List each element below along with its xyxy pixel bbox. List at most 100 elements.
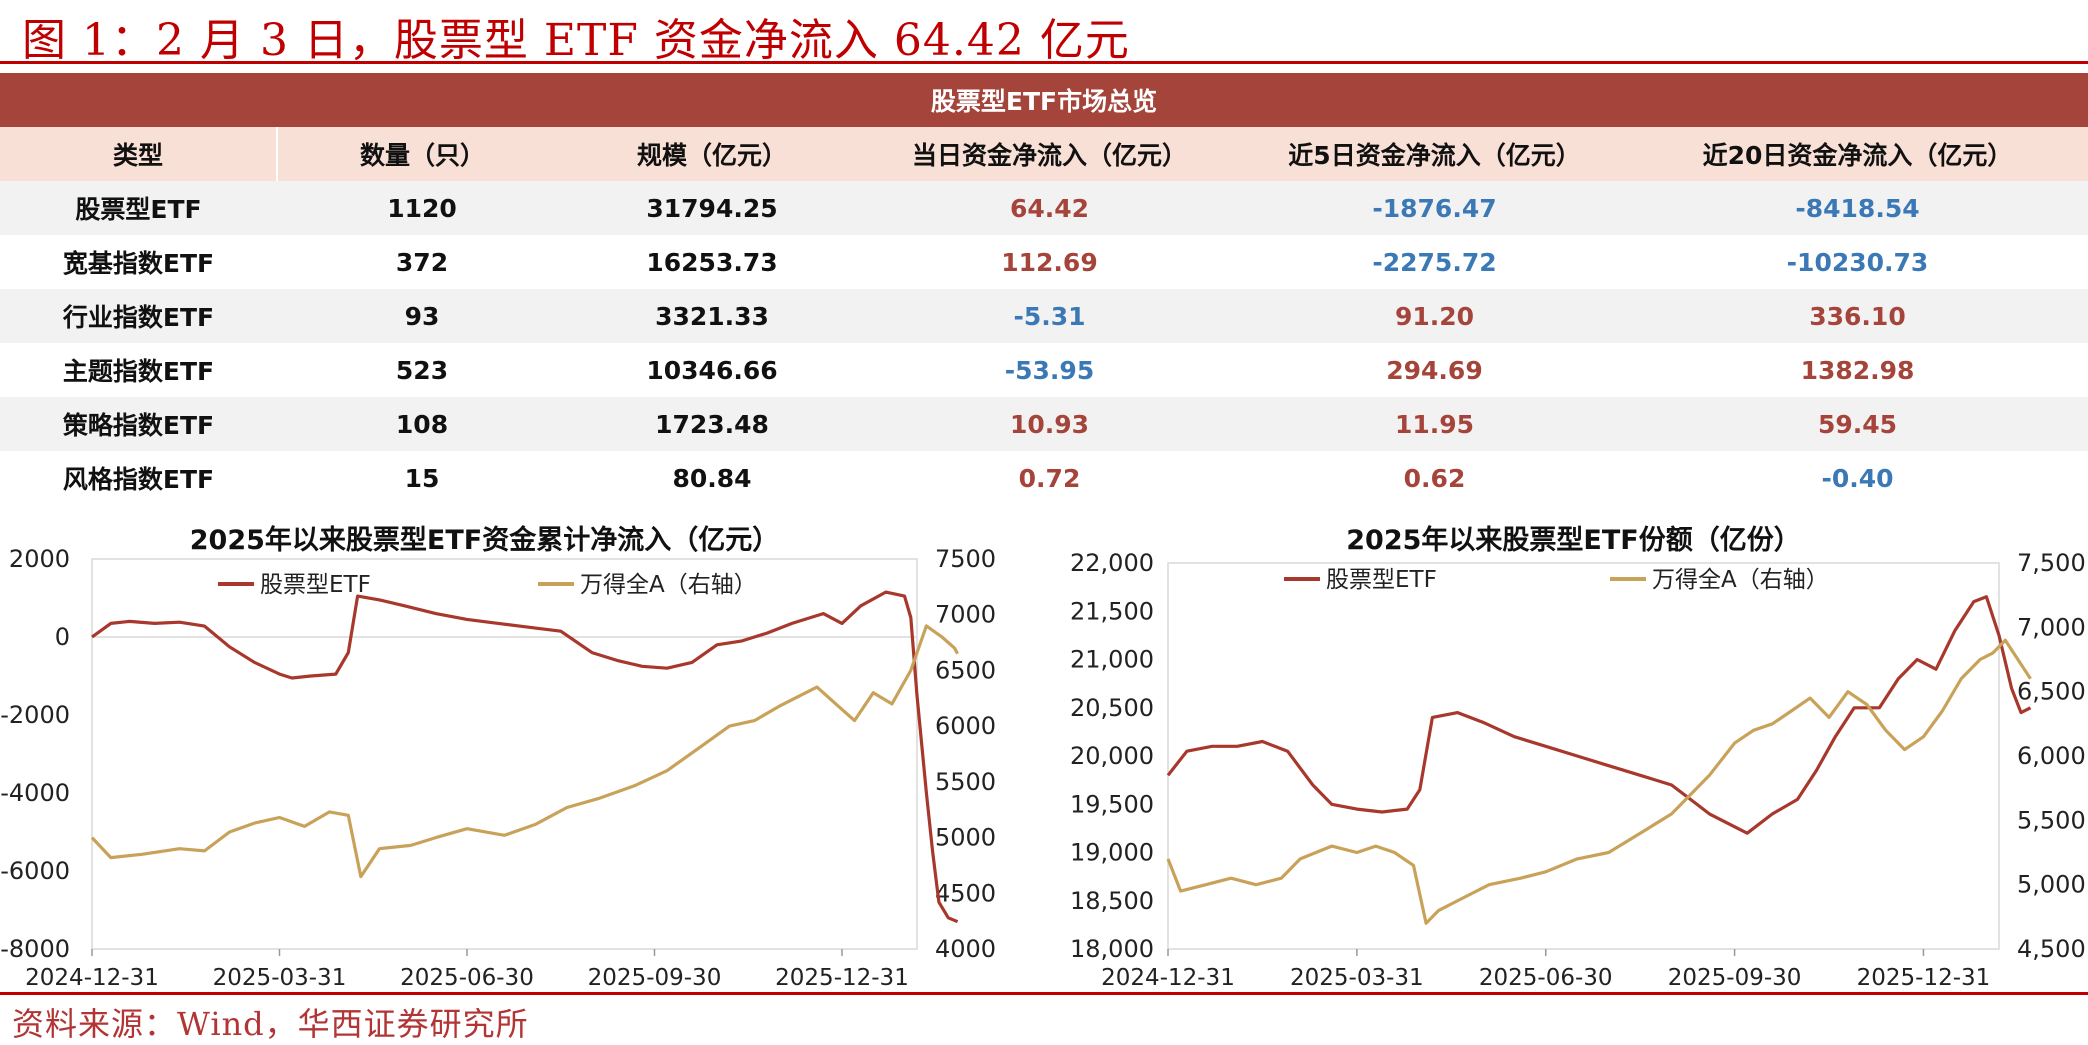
table-cell: 1120 (277, 181, 567, 235)
series-line-etf (1166, 595, 2032, 835)
plot-area (1167, 562, 2000, 950)
y-tick-label: -2000 (0, 701, 70, 729)
table-cell: 31794.25 (567, 181, 857, 235)
y-tick-label: -6000 (0, 857, 70, 885)
y2-tick-label: 4500 (935, 879, 996, 907)
y-tick-label: 0 (55, 623, 70, 651)
table-cell: 294.69 (1386, 355, 1483, 385)
x-tick-label: 2025-09-30 (1668, 965, 1802, 991)
table-cell: 59.45 (1627, 397, 2088, 451)
table-cell: 风格指数ETF (62, 465, 215, 494)
y2-tick-label: 7500 (935, 545, 996, 573)
table-cell: 16253.73 (646, 247, 778, 277)
plot-area (91, 558, 918, 950)
y2-tick-label: 5500 (935, 768, 996, 796)
series-line-wind-all-a (1166, 638, 2032, 925)
table-cell: -0.40 (1821, 463, 1894, 493)
column-header: 数量（只） (277, 127, 567, 181)
y2-tick-label: 6,500 (2017, 678, 2086, 706)
table-cell: 10.93 (857, 397, 1242, 451)
table-cell: 股票型ETF (0, 181, 277, 235)
y2-tick-label: 6,000 (2017, 742, 2086, 770)
table-cell: 93 (277, 289, 567, 343)
table-cell: 372 (395, 247, 449, 277)
y2-tick-label: 7000 (935, 601, 996, 629)
y2-tick-label: 6500 (935, 656, 996, 684)
source-note: 资料来源：Wind，华西证券研究所 (12, 1005, 529, 1043)
x-tick-label: 2025-06-30 (400, 965, 534, 991)
table-cell: 宽基指数ETF (62, 249, 215, 278)
y-tick-label: 18,000 (1070, 935, 1154, 963)
y2-tick-label: 7,000 (2017, 613, 2086, 641)
bottom-rule (0, 992, 2088, 995)
y2-tick-label: 7,500 (2017, 549, 2086, 577)
figure-title: 图 1：2 月 3 日，股票型 ETF 资金净流入 64.42 亿元 (22, 15, 1130, 66)
cumulative-net-inflow-chart: 2025年以来股票型ETF资金累计净流入（亿元） 2000 0 -2000 -4000 -… (0, 524, 996, 991)
y2-tick-label: 5,500 (2017, 806, 2086, 834)
table-cell: 80.84 (672, 463, 752, 493)
legend-label: 万得全A（右轴） (1652, 567, 1829, 593)
x-tick-label: 2025-12-31 (775, 965, 909, 991)
series-line-wind-all-a (90, 624, 959, 879)
table-cell: 1723.48 (567, 397, 857, 451)
table-row: 行业指数ETF 93 3321.33 -5.31 91.20 336.10 (0, 289, 2088, 343)
column-header: 当日资金净流入（亿元） (857, 127, 1242, 181)
x-tick-label: 2025-03-31 (1290, 965, 1424, 991)
y-tick-label: -8000 (0, 935, 70, 963)
series-line-etf (91, 590, 959, 924)
table-cell: -2275.72 (1372, 247, 1497, 277)
y-tick-label: 20,500 (1070, 694, 1154, 722)
table-cell: 3321.33 (567, 289, 857, 343)
y-tick-label: 18,500 (1070, 887, 1154, 915)
y2-tick-label: 5000 (935, 824, 996, 852)
column-header: 规模（亿元） (567, 127, 857, 181)
table-cell: 15 (404, 463, 440, 493)
table-cell: 91.20 (1242, 289, 1627, 343)
y2-tick-label: 6000 (935, 712, 996, 740)
top-rule (0, 61, 2088, 64)
table-caption-row: 股票型ETF市场总览 (0, 73, 2088, 127)
table-header-row: 类型 数量（只） 规模（亿元） 当日资金净流入（亿元） 近5日资金净流入（亿元）… (0, 127, 2088, 181)
table-row: 主题指数ETF 523 10346.66 -53.95 294.69 1382.… (0, 343, 2088, 397)
table-cell: -5.31 (857, 289, 1242, 343)
etf-share-chart: 2025年以来股票型ETF份额（亿份） 22,000 21,500 21,000 20,… (1070, 524, 2086, 991)
y-tick-label: 19,500 (1070, 790, 1154, 818)
column-header: 近5日资金净流入（亿元） (1242, 127, 1627, 181)
y-tick-label: 2000 (9, 545, 70, 573)
legend-label: 万得全A（右轴） (580, 572, 757, 598)
y-tick-label: 21,500 (1070, 597, 1154, 625)
column-header: 近20日资金净流入（亿元） (1627, 127, 2088, 181)
chart-title: 2025年以来股票型ETF份额（亿份） (1346, 524, 1800, 556)
y-tick-label: 21,000 (1070, 646, 1154, 674)
x-tick-label: 2025-09-30 (588, 965, 722, 991)
y-tick-label: -4000 (0, 779, 70, 807)
y-tick-label: 19,000 (1070, 839, 1154, 867)
table-cell: -1876.47 (1242, 181, 1627, 235)
table-cell: 10346.66 (646, 355, 778, 385)
legend-label: 股票型ETF (1326, 567, 1437, 593)
table-cell: 11.95 (1242, 397, 1627, 451)
table-row: 策略指数ETF 108 1723.48 10.93 11.95 59.45 (0, 397, 2088, 451)
x-tick-label: 2024-12-31 (25, 965, 159, 991)
table-cell: 0.72 (1018, 463, 1081, 493)
x-tick-label: 2024-12-31 (1101, 965, 1235, 991)
y-tick-label: 20,000 (1070, 742, 1154, 770)
x-tick-label: 2025-03-31 (213, 965, 347, 991)
overview-table: 股票型ETF市场总览 类型 数量（只） 规模（亿元） 当日资金净流入（亿元） 近… (0, 73, 2088, 505)
chart-title: 2025年以来股票型ETF资金累计净流入（亿元） (190, 524, 779, 556)
table-cell: 523 (395, 355, 449, 385)
x-tick-label: 2025-06-30 (1479, 965, 1613, 991)
table-cell: 108 (277, 397, 567, 451)
table-caption: 股票型ETF市场总览 (0, 73, 2088, 127)
table-cell: 112.69 (1001, 247, 1098, 277)
x-tick-label: 2025-12-31 (1857, 965, 1991, 991)
y2-tick-label: 5,000 (2017, 871, 2086, 899)
column-header: 类型 (0, 127, 278, 181)
table-cell: 336.10 (1627, 289, 2088, 343)
table-cell: 行业指数ETF (0, 289, 277, 343)
table-cell: -53.95 (1004, 355, 1095, 385)
table-cell: 策略指数ETF (0, 397, 277, 451)
table-cell: -10230.73 (1786, 247, 1929, 277)
table-cell: 主题指数ETF (62, 357, 215, 386)
table-cell: -8418.54 (1627, 181, 2088, 235)
